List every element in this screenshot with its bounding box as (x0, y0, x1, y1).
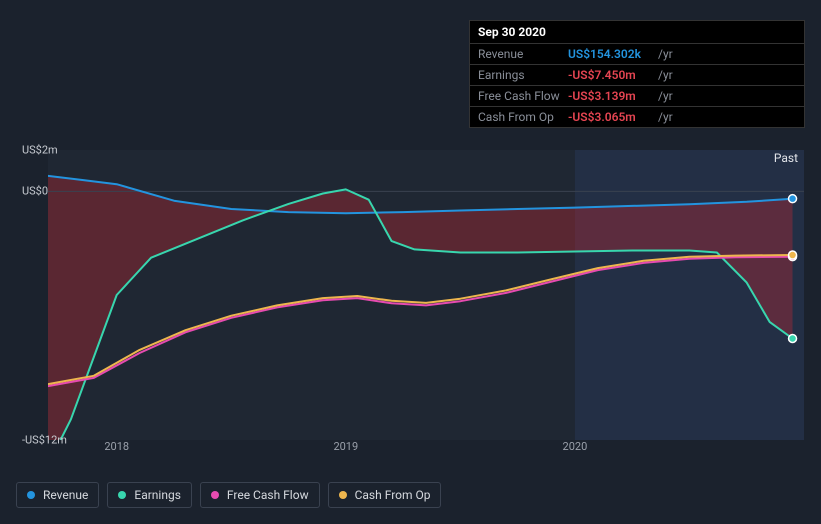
tooltip-row-unit: /yr (658, 46, 673, 62)
legend-label: Free Cash Flow (227, 488, 309, 502)
tooltip-row-label: Free Cash Flow (478, 88, 568, 104)
legend-item-cfo[interactable]: Cash From Op (328, 482, 442, 508)
tooltip-row: RevenueUS$154.302k /yr (470, 44, 804, 65)
chart-x-axis: 2018 2019 2020 (48, 440, 804, 460)
tooltip-row-unit: /yr (658, 88, 673, 104)
tooltip-row-value: US$154.302k (568, 46, 658, 62)
tooltip-row: Cash From Op-US$3.065m /yr (470, 107, 804, 127)
tooltip-row-value: -US$7.450m (568, 67, 658, 83)
legend-label: Earnings (134, 488, 181, 502)
tooltip-row: Earnings-US$7.450m /yr (470, 65, 804, 86)
tooltip-row-value: -US$3.139m (568, 88, 658, 104)
tooltip-row-label: Cash From Op (478, 109, 568, 125)
legend-item-revenue[interactable]: Revenue (16, 482, 99, 508)
tooltip-row-unit: /yr (658, 109, 673, 125)
x-axis-label: 2018 (104, 440, 129, 453)
past-label: Past (774, 151, 798, 165)
tooltip-date: Sep 30 2020 (470, 21, 804, 44)
y-axis-label: US$0 (22, 185, 48, 198)
legend-swatch (211, 491, 219, 499)
tooltip-row: Free Cash Flow-US$3.139m /yr (470, 86, 804, 107)
tooltip-row-label: Earnings (478, 67, 568, 83)
tooltip-row-unit: /yr (658, 67, 673, 83)
legend-item-earnings[interactable]: Earnings (107, 482, 192, 508)
x-axis-label: 2019 (333, 440, 358, 453)
chart-legend: Revenue Earnings Free Cash Flow Cash From O… (16, 482, 441, 508)
earnings-revenue-chart: US$2m US$0 -US$12m Past 2018 2019 2020 (16, 120, 806, 450)
tooltip-row-label: Revenue (478, 46, 568, 62)
chart-tooltip: Sep 30 2020 RevenueUS$154.302k /yrEarnin… (469, 20, 805, 128)
legend-item-fcf[interactable]: Free Cash Flow (200, 482, 320, 508)
legend-label: Revenue (43, 488, 88, 502)
legend-swatch (27, 491, 35, 499)
legend-label: Cash From Op (355, 488, 431, 502)
tooltip-row-value: -US$3.065m (568, 109, 658, 125)
y-axis-label: US$2m (22, 144, 58, 157)
y-axis-label: -US$12m (22, 434, 67, 447)
x-axis-label: 2020 (563, 440, 588, 453)
legend-swatch (339, 491, 347, 499)
chart-plot-area[interactable]: Past (48, 150, 804, 440)
legend-swatch (118, 491, 126, 499)
